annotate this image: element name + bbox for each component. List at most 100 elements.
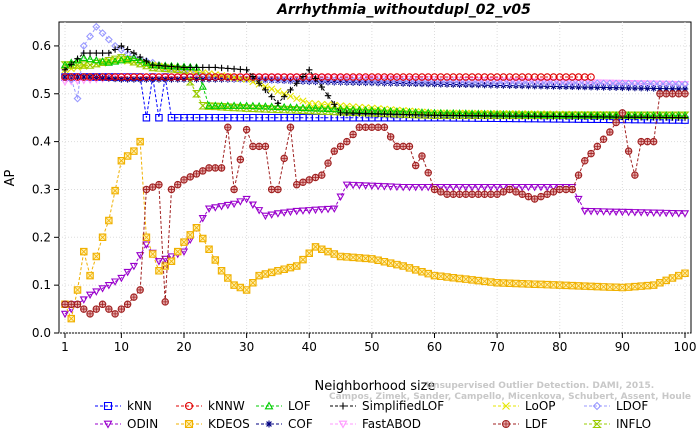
data-point-odin bbox=[442, 183, 452, 192]
data-point-kdeos-inner bbox=[618, 284, 626, 292]
data-point-simplifiedlof bbox=[343, 109, 351, 117]
data-point-kdeos-inner bbox=[211, 256, 219, 264]
data-point-ldf-inner bbox=[562, 186, 570, 193]
data-point-ldf-inner bbox=[293, 181, 300, 188]
data-point-simplifiedlof bbox=[105, 49, 113, 57]
data-point-ldof bbox=[574, 79, 583, 88]
data-point-ldf-inner bbox=[105, 305, 113, 313]
data-point-simplifiedlof bbox=[381, 110, 388, 118]
data-point-odin bbox=[255, 207, 264, 215]
data-point-cof bbox=[650, 85, 657, 92]
data-point-simplifiedlof bbox=[324, 92, 332, 99]
data-point-cof bbox=[606, 84, 614, 91]
data-point-fastabod bbox=[380, 75, 389, 83]
series-layer bbox=[60, 22, 690, 323]
data-point-lof bbox=[255, 101, 264, 110]
data-point-odin bbox=[536, 183, 546, 192]
series-line-kdeos bbox=[64, 140, 686, 321]
data-point-ldof bbox=[518, 78, 527, 87]
data-point-cof bbox=[93, 74, 100, 81]
data-point-simplifiedlof bbox=[68, 61, 75, 68]
data-point-simplifiedlof bbox=[487, 112, 495, 120]
data-point-odin bbox=[411, 183, 420, 192]
data-point-loop bbox=[243, 75, 251, 84]
data-point-cof bbox=[412, 80, 419, 88]
data-point-kdeos-inner bbox=[462, 275, 470, 283]
data-point-ldof bbox=[104, 35, 113, 44]
data-point-kdeos-inner bbox=[418, 268, 426, 276]
data-point-simplifiedlof bbox=[450, 112, 457, 119]
series-odin bbox=[60, 181, 690, 319]
data-point-simplifiedlof bbox=[644, 114, 651, 121]
data-point-kdeos-inner bbox=[656, 279, 664, 287]
data-point-kdeos-inner bbox=[74, 286, 82, 294]
data-point-odin bbox=[593, 208, 602, 216]
data-point-kdeos-inner bbox=[243, 286, 251, 294]
data-point-simplifiedlof bbox=[518, 112, 526, 120]
data-point-kdeos-inner bbox=[412, 266, 420, 274]
data-point-kdeos-inner bbox=[524, 280, 532, 288]
data-point-ldof bbox=[649, 79, 658, 88]
data-point-lof bbox=[85, 54, 95, 63]
data-point-lof bbox=[98, 57, 107, 65]
data-point-odin bbox=[417, 183, 427, 192]
data-point-inflo bbox=[72, 61, 83, 69]
data-point-ldf-inner bbox=[669, 90, 676, 97]
data-point-kdeos-inner bbox=[387, 259, 395, 267]
data-point-odin bbox=[98, 285, 107, 293]
data-point-ldf-inner bbox=[80, 305, 87, 313]
data-point-cof bbox=[644, 85, 651, 92]
data-point-ldf-inner bbox=[124, 301, 131, 308]
data-point-ldf-inner bbox=[93, 305, 100, 313]
data-point-odin bbox=[355, 182, 364, 190]
data-point-cof bbox=[149, 76, 156, 83]
legend-marker-odin bbox=[103, 420, 113, 429]
data-point-loop bbox=[286, 92, 295, 100]
data-point-ldof bbox=[593, 79, 602, 88]
data-point-simplifiedlof bbox=[136, 53, 144, 61]
data-point-ldf-inner bbox=[619, 109, 626, 117]
data-point-fastabod bbox=[373, 75, 383, 83]
data-point-lof bbox=[273, 102, 283, 111]
legend-marker-knn bbox=[103, 401, 113, 411]
data-point-ldf-inner bbox=[487, 191, 495, 198]
data-point-ldf-inner bbox=[287, 124, 294, 131]
x-tick-label: 10 bbox=[114, 340, 129, 354]
data-point-odin bbox=[599, 208, 608, 216]
data-point-ldof bbox=[505, 78, 514, 87]
data-point-inflo bbox=[179, 66, 189, 74]
data-point-kdeos-inner bbox=[581, 282, 589, 290]
legend-entry-knn: kNN bbox=[95, 399, 152, 413]
data-point-simplifiedlof bbox=[337, 109, 344, 117]
data-point-knnw bbox=[186, 73, 195, 81]
data-point-odin bbox=[405, 183, 414, 192]
series-line-odin bbox=[64, 184, 686, 315]
data-point-odin bbox=[273, 210, 283, 218]
data-point-lof bbox=[292, 103, 301, 111]
data-point-cof bbox=[318, 78, 325, 86]
data-point-odin bbox=[474, 183, 483, 192]
data-point-kdeos-inner bbox=[499, 279, 507, 287]
data-point-ldf-inner bbox=[462, 191, 470, 198]
data-point-simplifiedlof bbox=[61, 66, 69, 74]
legend-label-loop: LoOP bbox=[525, 399, 556, 413]
data-point-kdeos-inner bbox=[105, 217, 113, 225]
data-point-odin bbox=[480, 183, 489, 192]
data-point-ldof bbox=[499, 78, 508, 87]
data-point-inflo bbox=[636, 111, 646, 120]
data-point-simplifiedlof bbox=[462, 112, 470, 119]
data-point-odin bbox=[342, 181, 351, 190]
data-point-ldof bbox=[674, 80, 683, 89]
data-point-ldf-inner bbox=[418, 152, 426, 160]
data-point-kdeos-inner bbox=[643, 282, 651, 290]
data-point-kdeos-inner bbox=[550, 281, 557, 289]
data-point-kdeos-inner bbox=[556, 281, 564, 289]
data-point-odin bbox=[198, 215, 207, 223]
data-point-odin bbox=[611, 208, 621, 217]
data-point-odin bbox=[455, 183, 464, 192]
data-point-kdeos-inner bbox=[518, 280, 526, 288]
data-point-cof bbox=[637, 84, 645, 92]
data-point-ldf-inner bbox=[331, 147, 338, 155]
data-point-ldof bbox=[580, 79, 589, 88]
data-point-ldf-inner bbox=[412, 162, 419, 169]
